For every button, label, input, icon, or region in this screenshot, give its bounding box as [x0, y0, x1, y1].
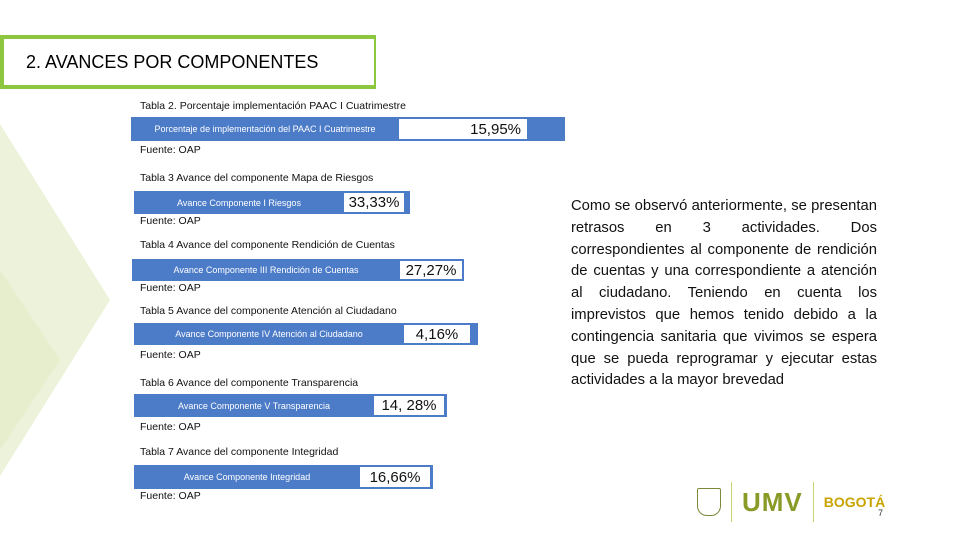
- table-4-source: Fuente: OAP: [140, 282, 201, 294]
- table-3-value: 33,33%: [344, 191, 404, 214]
- table-3-source: Fuente: OAP: [140, 215, 201, 227]
- bogota-logo: BOGOTÁ: [823, 494, 886, 510]
- table-2-bar-label: Porcentaje de implementación del PAAC I …: [131, 117, 399, 141]
- table-5-bar-label: Avance Componente IV Atención al Ciudada…: [134, 323, 404, 345]
- table-7-caption: Tabla 7 Avance del componente Integridad: [140, 446, 339, 458]
- table-7-bar-label: Avance Componente Integridad: [134, 465, 360, 489]
- table-6-caption: Tabla 6 Avance del componente Transparen…: [140, 377, 359, 389]
- table-4-value: 27,27%: [400, 259, 462, 281]
- decorative-background: [0, 0, 110, 540]
- table-2-value: 15,95%: [399, 117, 527, 141]
- table-3-caption: Tabla 3 Avance del componente Mapa de Ri…: [140, 172, 374, 184]
- table-6-value: 14, 28%: [374, 394, 444, 417]
- footer-logos: UMV BOGOTÁ: [693, 478, 903, 526]
- umv-logo: UMV: [742, 486, 803, 517]
- summary-paragraph: Como se observó anteriormente, se presen…: [571, 198, 877, 389]
- table-5-caption: Tabla 5 Avance del componente Atención a…: [140, 305, 397, 317]
- title-banner: 2. AVANCES POR COMPONENTES: [0, 35, 376, 89]
- table-6-source: Fuente: OAP: [140, 421, 201, 433]
- table-5-source: Fuente: OAP: [140, 349, 201, 361]
- page-number: 7: [878, 508, 884, 518]
- bogota-shield-icon: [697, 488, 721, 516]
- table-5-bar: Avance Componente IV Atención al Ciudada…: [134, 323, 478, 345]
- table-2-source: Fuente: OAP: [140, 144, 201, 156]
- table-2-bar: Porcentaje de implementación del PAAC I …: [131, 117, 565, 141]
- table-2-caption: Tabla 2. Porcentaje implementación PAAC …: [140, 100, 406, 112]
- table-6-bar-label: Avance Componente V Transparencia: [134, 394, 374, 417]
- table-4-bar-label: Avance Componente III Rendición de Cuent…: [132, 259, 400, 281]
- table-4-caption: Tabla 4 Avance del componente Rendición …: [140, 239, 395, 251]
- table-5-value: 4,16%: [404, 323, 470, 345]
- table-6-bar: Avance Componente V Transparencia 14, 28…: [134, 394, 447, 417]
- table-7-value: 16,66%: [360, 465, 430, 489]
- page-title: 2. AVANCES POR COMPONENTES: [4, 39, 374, 85]
- table-3-bar: Avance Componente I Riesgos 33,33%: [134, 191, 410, 214]
- table-3-bar-label: Avance Componente I Riesgos: [134, 191, 344, 214]
- table-7-bar: Avance Componente Integridad 16,66%: [134, 465, 433, 489]
- table-4-bar: Avance Componente III Rendición de Cuent…: [132, 259, 464, 281]
- table-7-source: Fuente: OAP: [140, 490, 201, 502]
